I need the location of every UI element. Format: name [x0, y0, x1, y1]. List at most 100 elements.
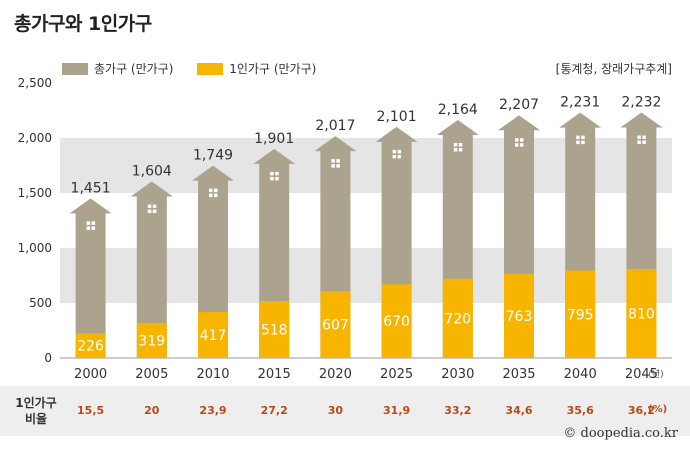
bar-single: [75, 333, 106, 358]
bar-total-roof: [559, 112, 602, 128]
window-pane: [642, 135, 646, 139]
bar-total-roof: [253, 148, 296, 164]
window-pane: [453, 142, 458, 147]
data-label-total: 2,101: [377, 109, 417, 125]
window-pane: [270, 171, 274, 176]
window-pane: [275, 171, 279, 176]
bar-total-roof: [436, 119, 479, 135]
bar-single: [259, 301, 290, 358]
bar-total-roof: [314, 136, 357, 152]
window-pane: [331, 159, 335, 163]
data-label-single: 763: [506, 309, 533, 325]
window-pane: [397, 149, 402, 154]
ratio-value: 35,6: [566, 404, 594, 417]
window-pane: [214, 188, 218, 193]
window-pane: [152, 209, 157, 214]
window-pane: [209, 188, 213, 193]
x-tick-label: 2010: [196, 367, 229, 382]
bar-total-roof: [130, 181, 173, 197]
window-pane: [581, 135, 585, 140]
bar-single: [320, 291, 351, 358]
data-label-total: 2,017: [315, 118, 355, 134]
x-tick-label: 2040: [564, 367, 597, 382]
data-label-total: 2,164: [438, 102, 478, 118]
data-label-single: 518: [261, 323, 288, 339]
ratio-unit: (%): [648, 404, 668, 415]
bar-total-roof: [192, 165, 234, 181]
window-pane: [270, 176, 274, 181]
ratio-value: 36,2: [627, 404, 655, 417]
x-tick-label: 2045: [625, 367, 658, 382]
bar-single: [626, 268, 657, 358]
window-pane: [147, 204, 152, 209]
legend: 총가구 (만가구) 1인가구 (만가구): [62, 60, 336, 78]
x-tick-label: 2000: [74, 367, 107, 382]
x-axis-unit: (년): [648, 369, 663, 380]
ratio-value: 30: [327, 404, 344, 417]
window-pane: [91, 226, 96, 230]
window-pane: [392, 149, 397, 154]
data-label-single: 319: [138, 333, 165, 349]
legend-label-single: 1인가구 (만가구): [229, 62, 317, 76]
window-pane: [209, 193, 213, 198]
data-label-total: 2,231: [560, 95, 600, 111]
window-pane: [520, 143, 524, 147]
ratio-value: 15,5: [77, 404, 105, 417]
window-pane: [336, 164, 340, 168]
window-pane: [331, 164, 335, 168]
window-pane: [392, 154, 397, 159]
x-tick-label: 2015: [258, 367, 291, 382]
window-pane: [515, 143, 519, 147]
data-label-single: 607: [322, 318, 349, 334]
data-label-single: 417: [200, 328, 227, 344]
window-pane: [458, 142, 463, 147]
data-label-single: 810: [628, 306, 655, 322]
window-pane: [147, 209, 152, 214]
bar-single: [504, 274, 534, 358]
ratio-value: 33,2: [444, 404, 472, 417]
window-pane: [520, 138, 524, 142]
window-pane: [453, 147, 458, 152]
data-label-total: 1,604: [132, 164, 172, 180]
bar-single: [442, 278, 473, 358]
legend-item-single: 1인가구 (만가구): [197, 60, 316, 77]
window-pane: [576, 140, 580, 145]
ratio-value: 34,6: [505, 404, 533, 417]
bar-single: [381, 284, 412, 358]
window-pane: [275, 176, 279, 181]
window-pane: [152, 204, 157, 209]
window-pane: [458, 147, 463, 152]
data-label-single: 795: [567, 307, 594, 323]
window-pane: [637, 140, 641, 144]
legend-swatch-single: [197, 62, 224, 75]
x-tick-label: 2035: [502, 367, 535, 382]
legend-item-total: 총가구 (만가구): [62, 60, 173, 77]
data-label-single: 226: [77, 339, 104, 355]
x-tick-label: 2020: [319, 367, 352, 382]
window-pane: [642, 140, 646, 144]
window-pane: [336, 159, 340, 163]
ratio-value: 27,2: [260, 404, 288, 417]
bar-total-roof: [375, 126, 418, 142]
window-pane: [581, 140, 585, 145]
legend-label-total: 총가구 (만가구): [94, 62, 174, 76]
bar-single: [198, 312, 228, 358]
bar-total-roof: [620, 112, 663, 128]
copyright: © doopedia.co.kr: [563, 426, 678, 441]
x-tick-label: 2030: [441, 367, 474, 382]
legend-swatch-total: [62, 62, 88, 75]
window-pane: [515, 138, 519, 142]
window-pane: [214, 193, 218, 198]
bar-total-roof: [69, 198, 112, 214]
y-tick-label: 1,000: [18, 241, 52, 255]
chart-svg: 0 500 1,000 1,500 2,000 2,500 1,451 226 2000 1,60…: [18, 76, 672, 382]
window-pane: [86, 221, 91, 225]
y-tick-label: 0: [44, 351, 52, 365]
chart-title: 총가구와 1인가구: [14, 13, 152, 35]
window-pane: [576, 135, 580, 140]
ratio-label-line1: 1인가구: [15, 396, 57, 410]
ratio-value: 23,9: [199, 404, 227, 417]
data-label-total: 1,901: [254, 131, 294, 147]
ratio-band: [0, 386, 690, 436]
window-pane: [86, 226, 91, 230]
